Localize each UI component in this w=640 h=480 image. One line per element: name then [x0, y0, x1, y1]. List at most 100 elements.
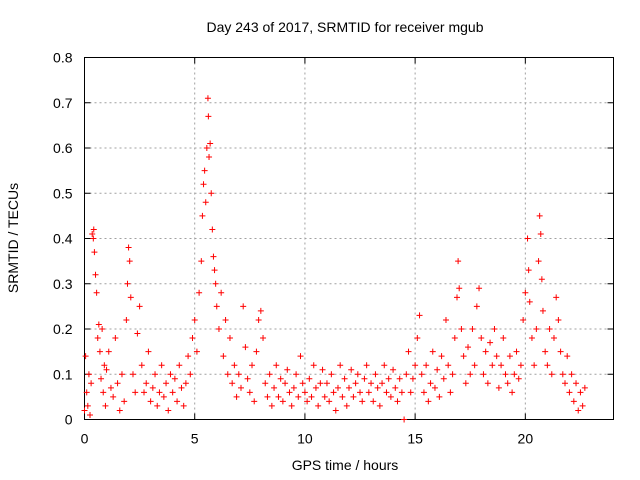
- data-point: [235, 371, 242, 378]
- data-point: [277, 375, 284, 382]
- data-point: [249, 362, 256, 369]
- data-point: [237, 384, 244, 391]
- data-point: [149, 384, 156, 391]
- data-point: [206, 154, 213, 161]
- data-point: [425, 398, 432, 405]
- data-point: [319, 366, 326, 373]
- data-point: [101, 362, 108, 369]
- data-point: [96, 348, 103, 355]
- data-point: [207, 140, 214, 147]
- data-point: [368, 380, 375, 387]
- data-point: [233, 393, 240, 400]
- data-point: [524, 235, 531, 242]
- data-point: [121, 398, 128, 405]
- data-point: [515, 375, 522, 382]
- data-point: [520, 316, 527, 323]
- data-point: [118, 371, 125, 378]
- data-point: [537, 230, 544, 237]
- data-point: [85, 371, 92, 378]
- data-point: [213, 303, 220, 310]
- data-point: [376, 402, 383, 409]
- y-tick-label: 0.1: [53, 366, 73, 382]
- data-point: [555, 316, 562, 323]
- data-point: [478, 335, 485, 342]
- data-point: [99, 326, 106, 332]
- data-point: [299, 380, 306, 387]
- data-point: [262, 380, 269, 387]
- data-point: [423, 362, 430, 369]
- data-point: [94, 335, 101, 342]
- data-point: [147, 398, 154, 405]
- data-point: [202, 199, 209, 206]
- data-point: [553, 294, 560, 301]
- data-point: [127, 294, 134, 301]
- data-point: [575, 407, 582, 414]
- data-point: [246, 389, 253, 396]
- data-point: [224, 371, 231, 378]
- data-point: [257, 307, 264, 314]
- data-point: [420, 389, 427, 396]
- data-point: [92, 271, 99, 278]
- data-point: [392, 384, 399, 391]
- data-point: [211, 267, 218, 274]
- data-point: [414, 335, 421, 342]
- data-point: [297, 353, 304, 360]
- data-point: [145, 348, 152, 355]
- data-point: [462, 380, 469, 387]
- data-point: [544, 362, 551, 369]
- data-point: [187, 371, 194, 378]
- data-point: [182, 380, 189, 387]
- data-point: [359, 398, 366, 405]
- data-point: [204, 95, 211, 102]
- data-point: [495, 384, 502, 391]
- data-point: [288, 402, 295, 409]
- data-point: [469, 326, 476, 332]
- data-point: [138, 362, 145, 369]
- data-point: [500, 335, 507, 342]
- data-point: [538, 276, 545, 283]
- data-point: [511, 371, 518, 378]
- data-point: [95, 321, 102, 328]
- data-point: [361, 375, 368, 382]
- data-point: [539, 307, 546, 314]
- data-point: [493, 353, 500, 360]
- data-point: [266, 371, 273, 378]
- data-point: [526, 298, 533, 305]
- data-point: [440, 375, 447, 382]
- data-point: [174, 398, 181, 405]
- data-point: [489, 362, 496, 369]
- data-point: [412, 362, 419, 369]
- data-point: [455, 258, 462, 265]
- data-point: [160, 393, 167, 400]
- data-point: [129, 371, 136, 378]
- data-point: [180, 402, 187, 409]
- data-point: [260, 335, 267, 342]
- data-point: [116, 407, 123, 414]
- data-point: [136, 303, 143, 310]
- data-point: [409, 375, 416, 382]
- data-point: [199, 212, 206, 219]
- data-point: [480, 371, 487, 378]
- data-point: [536, 212, 543, 219]
- data-point: [339, 393, 346, 400]
- data-point: [88, 380, 95, 387]
- data-point: [100, 389, 107, 396]
- data-point: [533, 326, 540, 332]
- data-point: [171, 375, 178, 382]
- data-point: [312, 384, 319, 391]
- data-point: [83, 389, 90, 396]
- data-point: [200, 181, 207, 188]
- data-point: [460, 353, 467, 360]
- data-point: [208, 190, 215, 197]
- data-point: [352, 380, 359, 387]
- data-point: [315, 402, 322, 409]
- data-point: [212, 280, 219, 287]
- data-point: [434, 366, 441, 373]
- data-point: [546, 326, 553, 332]
- axis-ticks: 0 0.1 0.2 0.3 0.4 0.5 0.6 0.7 0.8 0 5 10 15 20: [53, 50, 614, 447]
- data-point: [429, 348, 436, 355]
- data-point: [154, 402, 161, 409]
- data-point: [126, 258, 133, 265]
- data-point: [295, 393, 302, 400]
